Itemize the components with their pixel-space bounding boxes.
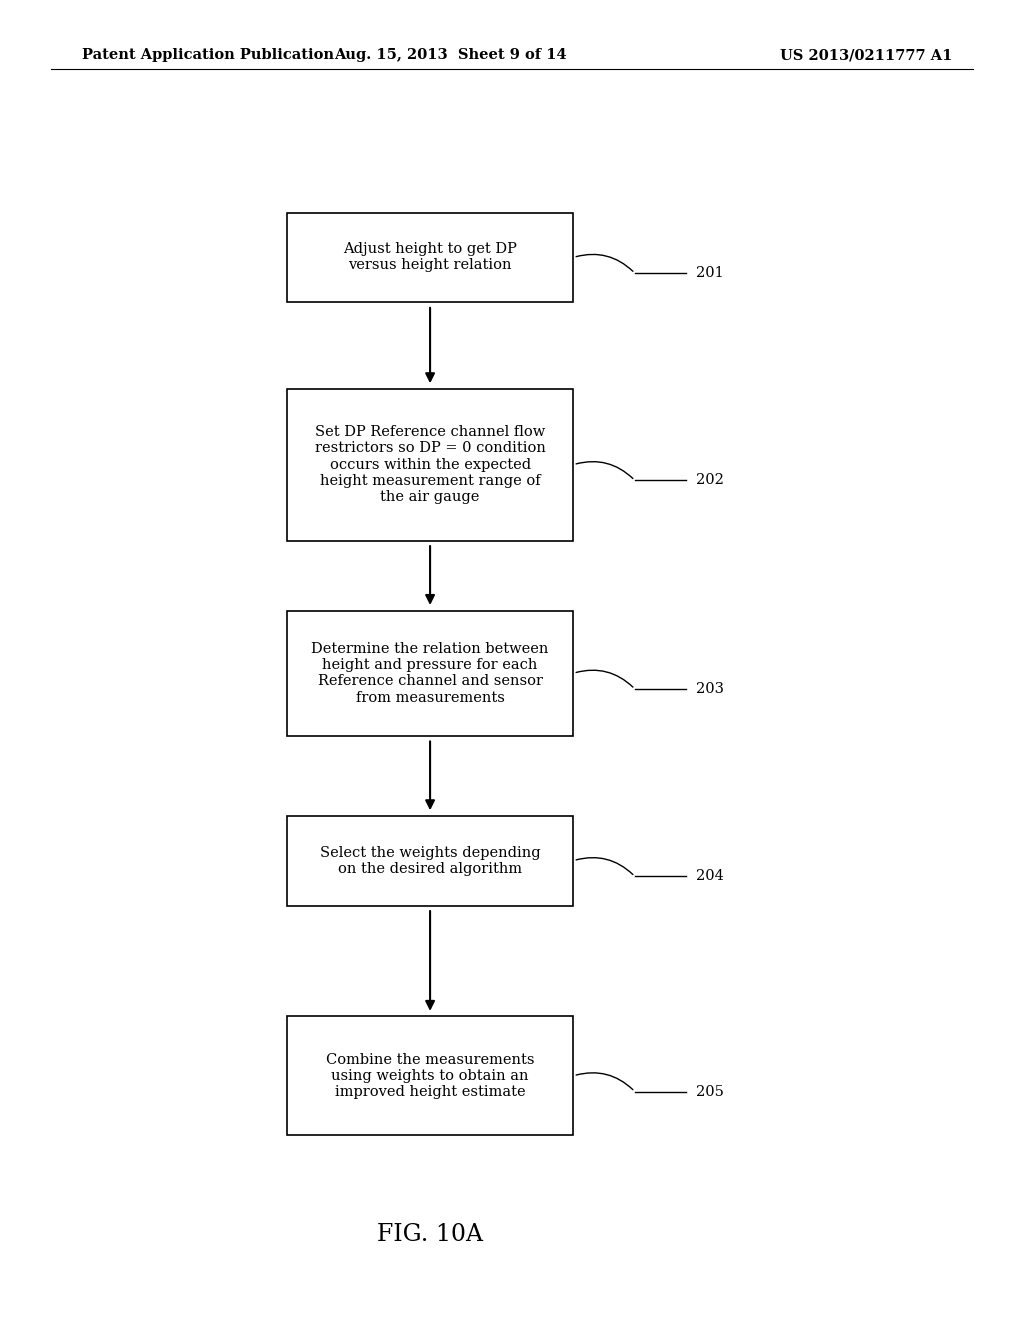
- FancyBboxPatch shape: [287, 816, 573, 906]
- Text: Aug. 15, 2013  Sheet 9 of 14: Aug. 15, 2013 Sheet 9 of 14: [334, 49, 567, 62]
- Text: 202: 202: [696, 474, 724, 487]
- Text: Set DP Reference channel flow
restrictors so DP = 0 condition
occurs within the : Set DP Reference channel flow restrictor…: [314, 425, 546, 504]
- FancyBboxPatch shape: [287, 213, 573, 302]
- Text: Patent Application Publication: Patent Application Publication: [82, 49, 334, 62]
- Text: FIG. 10A: FIG. 10A: [377, 1222, 483, 1246]
- Text: Select the weights depending
on the desired algorithm: Select the weights depending on the desi…: [319, 846, 541, 875]
- Text: 203: 203: [696, 682, 724, 696]
- Text: 204: 204: [696, 870, 724, 883]
- Text: Determine the relation between
height and pressure for each
Reference channel an: Determine the relation between height an…: [311, 642, 549, 705]
- Text: Adjust height to get DP
versus height relation: Adjust height to get DP versus height re…: [343, 243, 517, 272]
- Text: 205: 205: [696, 1085, 724, 1098]
- FancyBboxPatch shape: [287, 388, 573, 541]
- Text: Combine the measurements
using weights to obtain an
improved height estimate: Combine the measurements using weights t…: [326, 1052, 535, 1100]
- Text: US 2013/0211777 A1: US 2013/0211777 A1: [780, 49, 952, 62]
- FancyBboxPatch shape: [287, 1016, 573, 1135]
- Text: 201: 201: [696, 267, 724, 280]
- FancyBboxPatch shape: [287, 610, 573, 737]
